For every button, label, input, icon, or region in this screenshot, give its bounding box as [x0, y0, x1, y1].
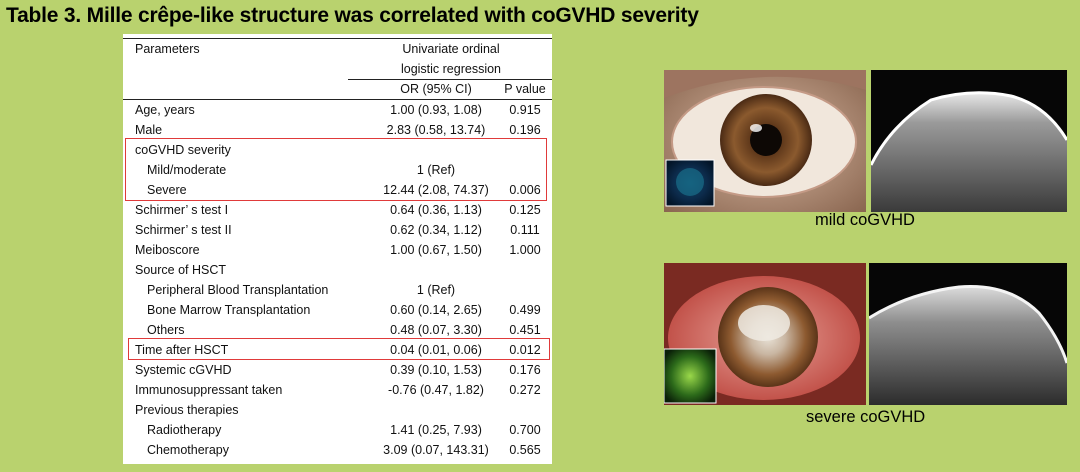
row-param: Peripheral Blood Transplantation — [147, 283, 329, 297]
table-header-row-3: OR (95% CI) P value — [123, 79, 552, 99]
mild-eye-image — [664, 70, 866, 212]
header-mid-rule — [348, 79, 552, 80]
header-parameters: Parameters — [135, 42, 200, 56]
slide-title: Table 3. Mille crêpe-like structure was … — [6, 4, 699, 27]
severity-highlight-box — [125, 138, 547, 201]
regression-table: Parameters Univariate ordinal logistic r… — [123, 34, 552, 464]
row-or: 3.09 (0.07, 143.31) — [383, 443, 489, 457]
row-p: 0.451 — [509, 323, 541, 337]
row-param: Schirmer’ s test I — [135, 203, 229, 217]
row-param: Schirmer’ s test II — [135, 223, 232, 237]
table-row: Immunosuppressant taken -0.76 (0.47, 1.8… — [123, 380, 552, 400]
table-row: Time after HSCT 0.04 (0.01, 0.06) 0.012 — [123, 340, 552, 360]
row-param: Severe — [147, 183, 187, 197]
header-p-value: P value — [504, 82, 546, 96]
table-row: Schirmer’ s test I 0.64 (0.36, 1.13) 0.1… — [123, 200, 552, 220]
row-param: Chemotherapy — [147, 443, 229, 457]
table-row: Severe 12.44 (2.08, 74.37) 0.006 — [123, 180, 552, 200]
row-or: 0.48 (0.07, 3.30) — [390, 323, 482, 337]
row-p: 0.499 — [509, 303, 541, 317]
row-param: Mild/moderate — [147, 163, 227, 177]
row-p: 0.006 — [509, 183, 541, 197]
row-param: Radiotherapy — [147, 423, 222, 437]
table-row: Mild/moderate 1 (Ref) — [123, 160, 552, 180]
row-p: 0.012 — [509, 343, 541, 357]
table-top-rule — [123, 38, 552, 39]
row-p: 0.111 — [510, 223, 540, 237]
mild-oct-image — [871, 70, 1067, 212]
row-or: 12.44 (2.08, 74.37) — [383, 183, 489, 197]
row-param: Systemic cGVHD — [135, 363, 232, 377]
time-after-hsct-highlight-box — [128, 338, 550, 360]
severe-oct-image — [869, 263, 1067, 405]
table-row: Peripheral Blood Transplantation 1 (Ref) — [123, 280, 552, 300]
mild-eye-photo — [664, 70, 866, 212]
table-row: Schirmer’ s test II 0.62 (0.34, 1.12) 0.… — [123, 220, 552, 240]
table-header-row-2: logistic regression — [123, 59, 552, 79]
row-or: 0.62 (0.34, 1.12) — [390, 223, 482, 237]
row-or: 1 (Ref) — [416, 163, 456, 177]
row-p: 1.000 — [509, 243, 541, 257]
severe-eye-photo — [664, 263, 866, 405]
table-row: Chemotherapy 3.09 (0.07, 143.31) 0.565 — [123, 440, 552, 460]
mild-oct-scan — [871, 70, 1067, 212]
row-or: 0.04 (0.01, 0.06) — [390, 343, 482, 357]
table-row: Radiotherapy 1.41 (0.25, 7.93) 0.700 — [123, 420, 552, 440]
header-or: OR (95% CI) — [400, 82, 472, 96]
table-row: Source of HSCT — [123, 260, 552, 280]
table-row: Meiboscore 1.00 (0.67, 1.50) 1.000 — [123, 240, 552, 260]
severe-oct-scan — [869, 263, 1067, 405]
severe-eye-image — [664, 263, 866, 405]
row-param: Age, years — [135, 103, 195, 117]
row-param: Source of HSCT — [135, 263, 227, 277]
severe-caption: severe coGVHD — [806, 408, 926, 426]
table-row: Age, years 1.00 (0.93, 1.08) 0.915 — [123, 100, 552, 120]
row-param: Male — [135, 123, 163, 137]
table-row: Others 0.48 (0.07, 3.30) 0.451 — [123, 320, 552, 340]
row-or: 1.41 (0.25, 7.93) — [390, 423, 482, 437]
header-method-line1: Univariate ordinal — [402, 42, 500, 56]
mild-caption: mild coGVHD — [815, 211, 915, 229]
table-row: Bone Marrow Transplantation 0.60 (0.14, … — [123, 300, 552, 320]
row-p: 0.700 — [509, 423, 541, 437]
table-header-row-1: Parameters Univariate ordinal — [123, 39, 552, 59]
row-param: coGVHD severity — [135, 143, 231, 157]
row-p: 0.176 — [509, 363, 541, 377]
row-or: 0.60 (0.14, 2.65) — [390, 303, 482, 317]
row-or: 0.39 (0.10, 1.53) — [390, 363, 482, 377]
row-or: 1.00 (0.93, 1.08) — [390, 103, 482, 117]
table-row: Systemic cGVHD 0.39 (0.10, 1.53) 0.176 — [123, 360, 552, 380]
row-param: Immunosuppressant taken — [135, 383, 283, 397]
header-method-line2: logistic regression — [400, 62, 502, 76]
table-row: coGVHD severity — [123, 140, 552, 160]
row-p: 0.272 — [509, 383, 541, 397]
row-p: 0.915 — [509, 103, 541, 117]
row-or: 1.00 (0.67, 1.50) — [390, 243, 482, 257]
row-param: Meiboscore — [135, 243, 200, 257]
row-param: Time after HSCT — [135, 343, 229, 357]
row-or: -0.76 (0.47, 1.82) — [388, 383, 484, 397]
row-p: 0.565 — [509, 443, 541, 457]
row-p: 0.125 — [509, 203, 541, 217]
table-row: Previous therapies — [123, 400, 552, 420]
row-p: 0.196 — [509, 123, 541, 137]
table-row: Male 2.83 (0.58, 13.74) 0.196 — [123, 120, 552, 140]
row-param: Others — [147, 323, 185, 337]
row-param: Bone Marrow Transplantation — [147, 303, 311, 317]
header-bottom-rule — [123, 99, 552, 100]
row-or: 0.64 (0.36, 1.13) — [390, 203, 482, 217]
row-param: Previous therapies — [135, 403, 239, 417]
row-or: 2.83 (0.58, 13.74) — [386, 123, 486, 137]
row-or: 1 (Ref) — [416, 283, 456, 297]
